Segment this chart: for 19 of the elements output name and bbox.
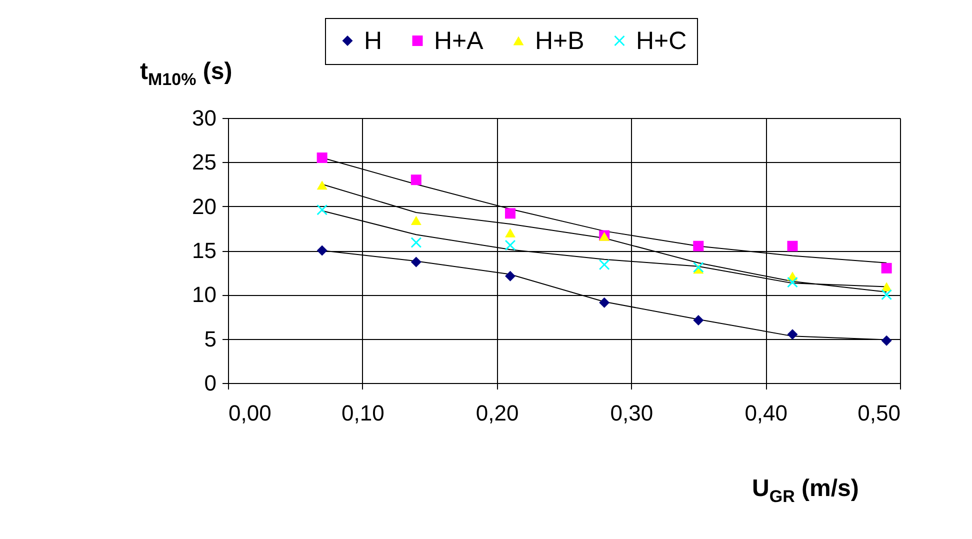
x-tick-label: 0,50 [858,400,900,426]
legend-label: H [364,26,382,55]
x-tick-label: 0,20 [476,400,519,426]
y-axis-title: t$_{M10%}$ (s) [140,58,232,90]
y-tick-label: 0 [204,370,216,396]
y-tick-label: 10 [192,282,216,308]
x-axis-title: U$_{GR}$ (m/s) [752,475,859,507]
x-tick-label: 0,30 [610,400,654,426]
y-tick-label: 30 [192,106,216,130]
legend-label: H+C [636,26,687,55]
x-tick-label: 0,10 [341,400,384,426]
y-tick-label: 15 [192,238,216,263]
y-tick-label: 20 [192,194,216,219]
legend-label: H+B [535,26,584,55]
x-tick-label: 0,40 [744,400,788,426]
y-tick-label: 5 [204,326,216,352]
legend-label: H+A [434,26,484,55]
x-tick-label: 0,00 [228,400,272,426]
y-tick-label: 25 [192,150,216,175]
